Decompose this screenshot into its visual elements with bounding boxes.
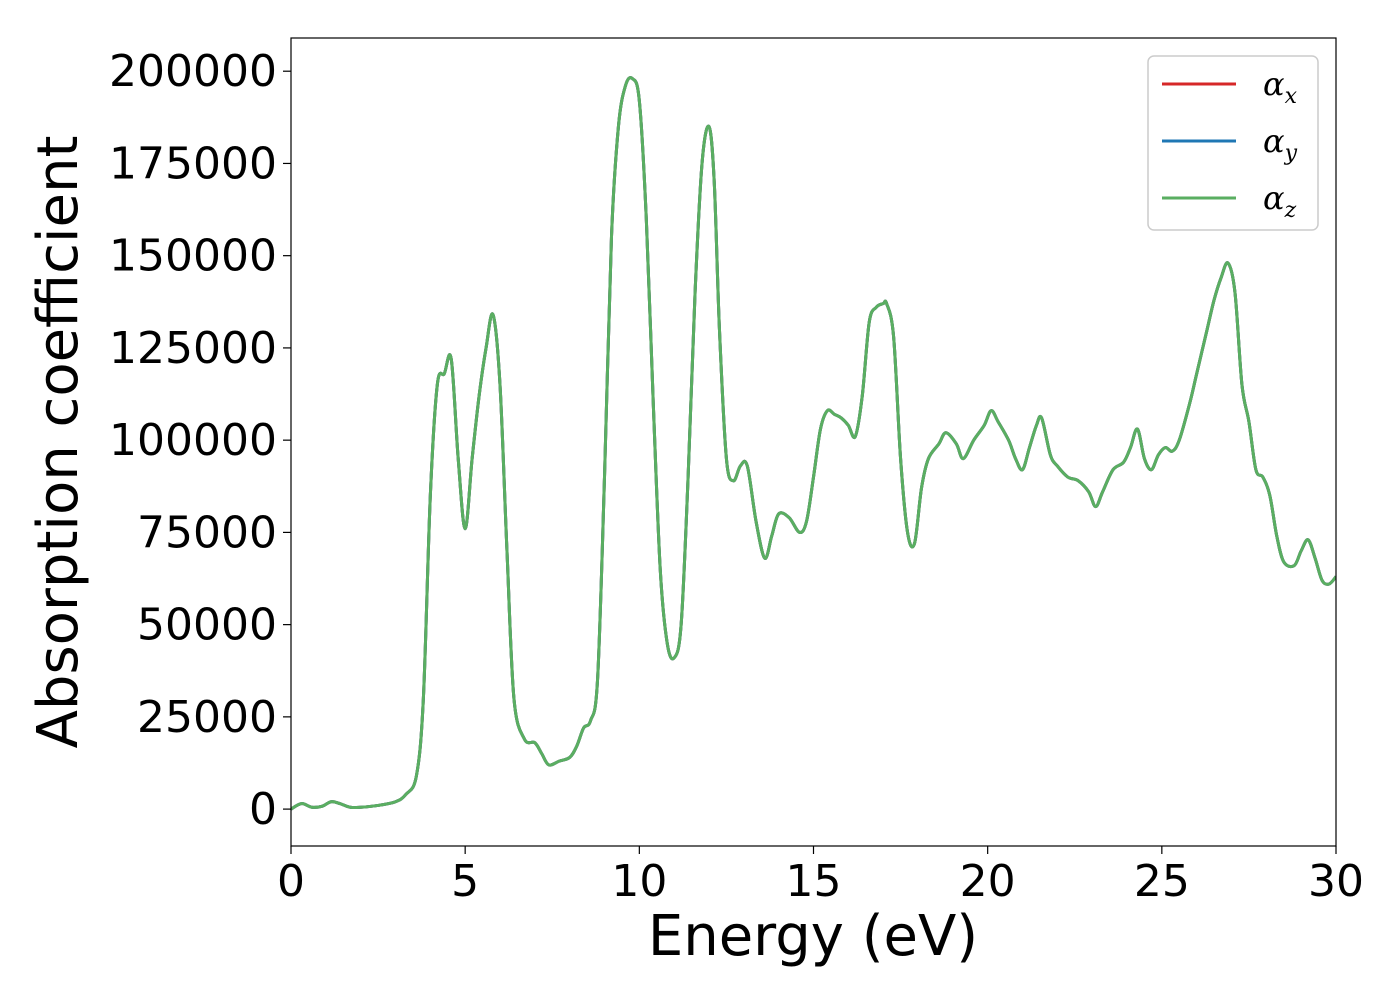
legend-label-z: αz <box>1263 179 1297 223</box>
x-tick-label: 20 <box>960 856 1016 907</box>
x-tick-label: 10 <box>611 856 667 907</box>
legend: αx αy αz <box>1147 55 1319 231</box>
x-tick-label: 15 <box>786 856 842 907</box>
x-tick-label: 25 <box>1134 856 1190 907</box>
y-tick-label: 75000 <box>137 507 277 558</box>
x-axis-label: Energy (eV) <box>648 904 978 969</box>
legend-box <box>1147 55 1319 231</box>
y-tick-label: 125000 <box>109 323 277 374</box>
legend-label-x: αx <box>1263 65 1298 109</box>
y-tick-label: 100000 <box>109 415 277 466</box>
y-tick-label: 25000 <box>137 692 277 743</box>
y-tick-label: 0 <box>249 784 277 835</box>
legend-label-y: αy <box>1263 122 1298 166</box>
series-line-z <box>291 76 1336 811</box>
y-tick-label: 175000 <box>109 138 277 189</box>
y-axis-label: Absorption coefficient <box>26 136 91 749</box>
x-tick-label: 0 <box>277 856 305 907</box>
y-tick-label: 200000 <box>109 46 277 97</box>
x-axis: 0 5 10 15 20 25 30 <box>277 846 1364 907</box>
x-tick-label: 30 <box>1308 856 1364 907</box>
y-tick-label: 50000 <box>137 600 277 651</box>
x-tick-label: 5 <box>451 856 479 907</box>
y-tick-label: 150000 <box>109 231 277 282</box>
series-layer <box>291 76 1336 811</box>
y-axis: 0 25000 50000 75000 100000 125000 150000 175000… <box>109 46 291 835</box>
